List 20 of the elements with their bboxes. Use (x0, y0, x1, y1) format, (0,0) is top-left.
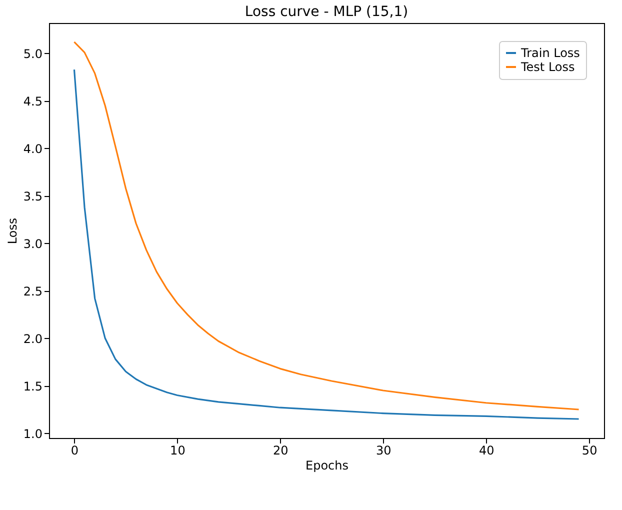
y-tick-label: 2.0 (23, 332, 42, 346)
x-tick-label: 10 (170, 444, 186, 458)
x-tick-label: 30 (376, 444, 392, 458)
y-tick-label: 2.5 (23, 284, 42, 298)
chart-title: Loss curve - MLP (15,1) (244, 4, 408, 20)
y-tick-label: 3.5 (23, 189, 42, 204)
y-tick-label: 4.0 (23, 142, 42, 156)
x-tick-label: 50 (582, 444, 598, 458)
x-tick-label: 20 (273, 444, 288, 458)
x-tick-label: 0 (70, 444, 79, 458)
y-tick-label: 3.0 (23, 236, 42, 251)
x-axis-title: Epochs (306, 458, 348, 472)
legend-label: Train Loss (520, 46, 580, 60)
y-tick-label: 1.0 (23, 426, 42, 441)
y-tick-label: 4.5 (23, 94, 42, 108)
y-axis-title: Loss (5, 218, 20, 244)
x-tick-label: 40 (478, 444, 494, 458)
y-tick-label: 1.5 (23, 379, 42, 394)
y-tick-label: 5.0 (23, 46, 42, 61)
legend-label: Test Loss (520, 60, 575, 74)
